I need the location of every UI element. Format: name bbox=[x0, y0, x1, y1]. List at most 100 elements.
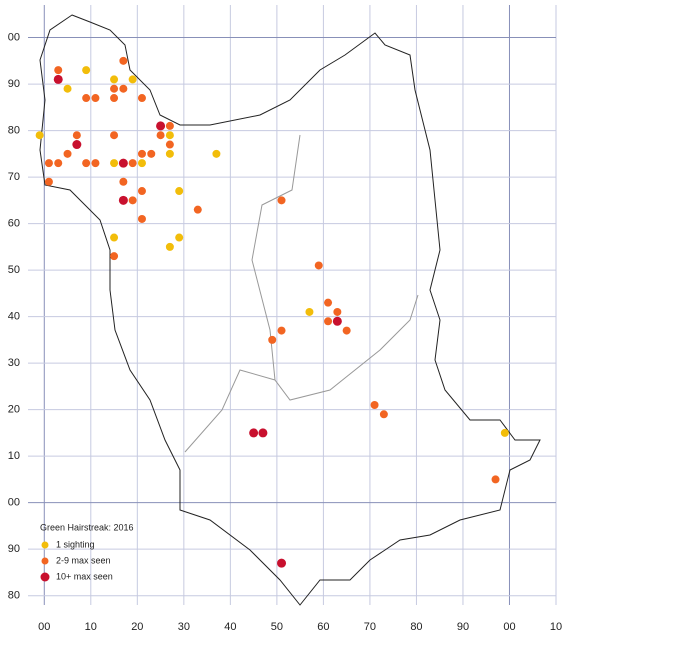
point bbox=[118, 195, 128, 205]
y-tick-label: 30 bbox=[8, 357, 20, 369]
x-tick-label: 70 bbox=[364, 621, 376, 633]
x-tick-label: 50 bbox=[271, 621, 283, 633]
x-tick-label: 00 bbox=[503, 621, 515, 633]
point bbox=[54, 159, 63, 168]
x-tick-label: 40 bbox=[224, 621, 236, 633]
point bbox=[82, 94, 91, 103]
point bbox=[165, 242, 174, 251]
point bbox=[249, 428, 259, 438]
point bbox=[165, 131, 174, 140]
point bbox=[500, 428, 509, 437]
point bbox=[119, 84, 128, 93]
point bbox=[82, 66, 91, 75]
legend-marker bbox=[40, 572, 50, 582]
point bbox=[175, 233, 184, 242]
y-tick-label: 10 bbox=[8, 450, 20, 462]
point bbox=[110, 233, 119, 242]
point bbox=[324, 298, 333, 307]
legend: Green Hairstreak: 2016 1 sighting 2-9 max… bbox=[40, 522, 134, 582]
x-tick-label: 80 bbox=[410, 621, 422, 633]
point bbox=[44, 159, 53, 168]
y-tick-label: 60 bbox=[8, 218, 20, 230]
x-tick-label: 60 bbox=[317, 621, 329, 633]
point bbox=[110, 159, 119, 168]
point bbox=[333, 307, 342, 316]
point bbox=[44, 177, 53, 186]
point bbox=[379, 410, 388, 419]
x-tick-label: 10 bbox=[550, 621, 562, 633]
legend-marker bbox=[41, 541, 49, 549]
point bbox=[491, 475, 500, 484]
legend-marker bbox=[41, 557, 49, 565]
point bbox=[54, 66, 63, 75]
point bbox=[212, 149, 221, 158]
point bbox=[277, 326, 286, 335]
point bbox=[63, 149, 72, 158]
x-tick-label: 20 bbox=[131, 621, 143, 633]
y-tick-label: 50 bbox=[8, 264, 20, 276]
point bbox=[332, 316, 342, 326]
point bbox=[119, 56, 128, 65]
y-tick-label: 00 bbox=[8, 31, 20, 43]
point bbox=[147, 149, 156, 158]
grid: 00 10 20 30 40 50 60 70 80 90 00 10 00 90 80 70 60 50 40 30… bbox=[8, 5, 562, 633]
legend-label: 2-9 max seen bbox=[56, 555, 111, 565]
point bbox=[165, 140, 174, 149]
x-tick-label: 00 bbox=[38, 621, 50, 633]
x-tick-label: 30 bbox=[178, 621, 190, 633]
point bbox=[110, 84, 119, 93]
point bbox=[137, 149, 146, 158]
x-tick-label: 90 bbox=[457, 621, 469, 633]
y-tick-label: 80 bbox=[8, 124, 20, 136]
point bbox=[110, 252, 119, 261]
point bbox=[137, 159, 146, 168]
point bbox=[72, 140, 82, 150]
point bbox=[82, 159, 91, 168]
point bbox=[35, 131, 44, 140]
point bbox=[110, 94, 119, 103]
point bbox=[128, 196, 137, 205]
point bbox=[128, 75, 137, 84]
legend-title: Green Hairstreak: 2016 bbox=[40, 522, 134, 532]
y-tick-label: 70 bbox=[8, 171, 20, 183]
point bbox=[53, 74, 63, 84]
point bbox=[137, 94, 146, 103]
point bbox=[110, 75, 119, 84]
point bbox=[91, 159, 100, 168]
point bbox=[91, 94, 100, 103]
point bbox=[110, 131, 119, 140]
map-outline bbox=[39, 14, 541, 606]
y-tick-label: 40 bbox=[8, 311, 20, 323]
point bbox=[118, 158, 128, 168]
point bbox=[193, 205, 202, 214]
county-boundary bbox=[39, 14, 541, 606]
x-tick-label: 10 bbox=[85, 621, 97, 633]
point bbox=[156, 131, 165, 140]
point bbox=[305, 307, 314, 316]
y-tick-label: 90 bbox=[8, 543, 20, 555]
point bbox=[314, 261, 323, 270]
point bbox=[72, 131, 81, 140]
point bbox=[165, 121, 174, 130]
point bbox=[342, 326, 351, 335]
point bbox=[258, 428, 268, 438]
y-tick-label: 90 bbox=[8, 78, 20, 90]
point bbox=[128, 159, 137, 168]
y-tick-label: 20 bbox=[8, 404, 20, 416]
y-tick-label: 80 bbox=[8, 590, 20, 602]
point bbox=[165, 149, 174, 158]
y-tick-label: 00 bbox=[8, 497, 20, 509]
legend-label: 1 sighting bbox=[56, 539, 95, 549]
point bbox=[175, 187, 184, 196]
points bbox=[35, 56, 509, 568]
point bbox=[277, 196, 286, 205]
legend-label: 10+ max seen bbox=[56, 571, 113, 581]
point bbox=[137, 187, 146, 196]
point bbox=[63, 84, 72, 93]
point bbox=[119, 177, 128, 186]
point bbox=[277, 558, 287, 568]
point bbox=[268, 335, 277, 344]
point bbox=[156, 121, 166, 131]
district-boundary bbox=[184, 134, 419, 453]
